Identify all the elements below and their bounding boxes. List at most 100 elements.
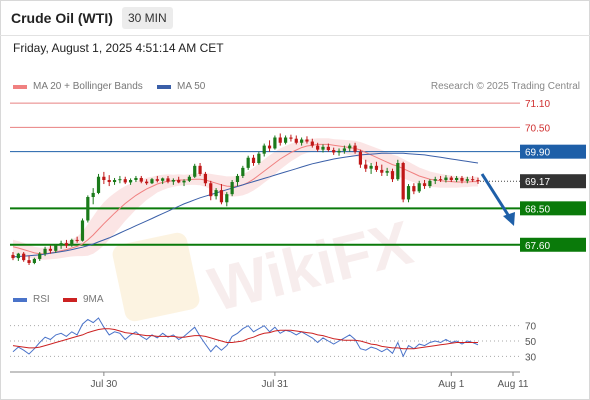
candle-body: [278, 137, 282, 143]
timeframe-button[interactable]: 30 MIN: [122, 7, 173, 29]
candle-body: [91, 192, 95, 197]
candle-body: [267, 145, 272, 149]
candle: [438, 175, 443, 183]
candle: [139, 175, 143, 184]
candle-body: [438, 179, 443, 181]
candle: [219, 184, 224, 205]
candle-body: [337, 150, 341, 153]
candle: [465, 176, 469, 184]
ma20-swatch: [13, 84, 27, 89]
candle: [444, 175, 448, 183]
candle: [433, 176, 437, 185]
legend-ma20: MA 20 + Bollinger Bands: [13, 81, 143, 92]
watermark: WikiFX: [112, 208, 419, 325]
level-label-68.50: 68.50: [520, 201, 586, 216]
ma50-swatch: [157, 84, 171, 89]
candle-body: [75, 239, 79, 241]
bollinger-band-area: [13, 138, 478, 260]
candle: [187, 175, 191, 183]
candle: [374, 161, 379, 172]
candle-body: [257, 153, 261, 163]
candle: [123, 176, 127, 185]
candle: [246, 155, 250, 170]
candle: [428, 179, 432, 189]
candle: [112, 177, 117, 185]
candle-body: [460, 177, 464, 181]
candle: [16, 252, 20, 261]
candle-body: [465, 179, 469, 181]
candle: [283, 135, 288, 145]
candle: [369, 163, 373, 174]
candle: [455, 175, 459, 183]
candle-body: [433, 179, 437, 181]
candle-body: [326, 146, 330, 151]
candle: [155, 175, 159, 183]
research-credit: Research © 2025 Trading Central: [430, 81, 580, 92]
candle-body: [161, 178, 165, 181]
legend-9ma-label: 9MA: [83, 294, 104, 305]
candle: [193, 163, 197, 178]
x-tick-label: Aug 11: [498, 379, 529, 390]
candle-body: [123, 179, 127, 183]
candle-body: [59, 243, 63, 246]
level-box: [520, 144, 586, 159]
candle-body: [43, 248, 47, 254]
timestamp: Friday, August 1, 2025 4:51:14 AM CET: [13, 41, 224, 55]
candle: [353, 142, 357, 154]
candle: [337, 148, 341, 156]
candle: [316, 142, 320, 152]
candle-body: [155, 179, 159, 181]
candle: [177, 176, 181, 184]
level-labels: 71.10 70.50 69.90 69.17 68.50 67.60: [520, 99, 586, 252]
candle-body: [235, 175, 240, 183]
candle: [225, 192, 229, 207]
candle: [390, 168, 395, 183]
candle: [412, 183, 416, 195]
candle: [326, 143, 330, 152]
candle: [91, 188, 95, 205]
candle-body: [134, 177, 138, 180]
candle-body: [455, 177, 459, 180]
candle-body: [150, 179, 154, 184]
candle: [300, 137, 304, 146]
candle: [59, 240, 63, 249]
candle-body: [412, 186, 416, 192]
candle: [235, 173, 240, 187]
rsi-line: [12, 317, 479, 358]
candle: [96, 173, 101, 195]
candle: [289, 134, 293, 142]
candle-body: [428, 180, 432, 187]
candle: [417, 180, 421, 193]
candle: [128, 178, 133, 185]
candle: [209, 180, 213, 201]
candle-body: [390, 171, 395, 180]
candle-body: [11, 254, 15, 259]
candle: [230, 180, 234, 197]
candle: [43, 246, 47, 257]
candle-body: [406, 186, 411, 200]
level-text: 67.60: [525, 241, 550, 252]
candle-body: [283, 137, 288, 143]
candle-body: [166, 178, 170, 182]
candle-body: [214, 190, 218, 197]
candle: [262, 143, 266, 157]
candle-body: [70, 239, 74, 246]
candle-body: [444, 177, 448, 180]
candle: [273, 135, 277, 150]
legend-ma20-label: MA 20 + Bollinger Bands: [33, 81, 143, 92]
candle: [471, 175, 475, 183]
candle-body: [22, 253, 26, 261]
candle-body: [342, 148, 346, 151]
candle-body: [374, 165, 379, 170]
candle-body: [54, 245, 58, 251]
candle-body: [305, 139, 309, 142]
candle: [305, 136, 309, 144]
candle: [396, 159, 400, 181]
candle-body: [449, 177, 453, 180]
candle-body: [139, 177, 143, 182]
candle-body: [358, 151, 363, 165]
candle-body: [48, 248, 53, 251]
candle: [214, 188, 218, 200]
candle: [342, 145, 346, 154]
